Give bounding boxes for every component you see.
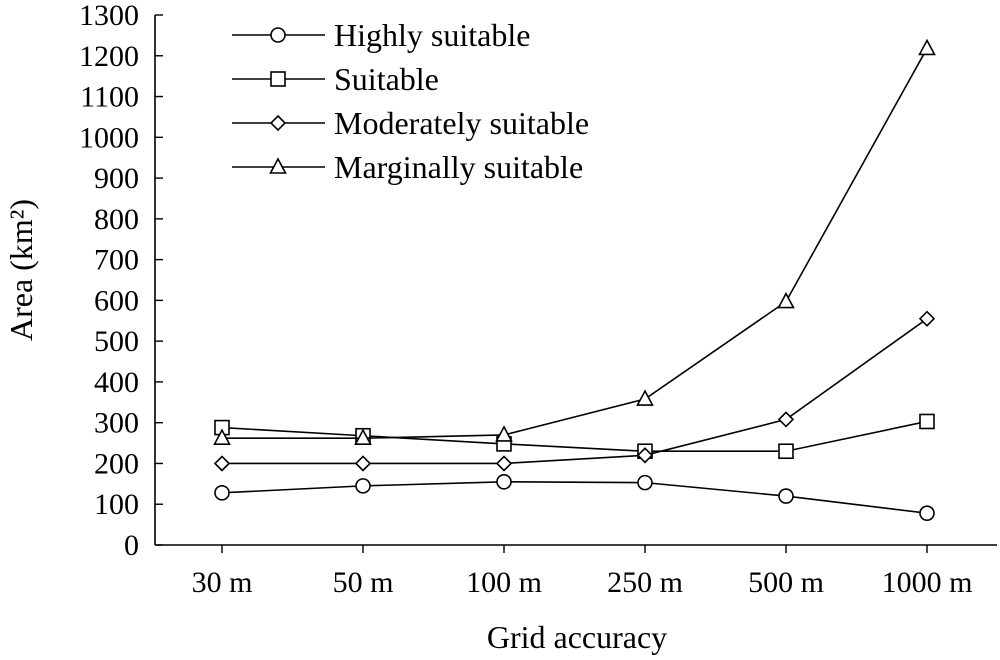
x-axis-title: Grid accuracy (487, 619, 667, 655)
series-line (222, 48, 928, 439)
data-point (495, 425, 513, 442)
y-tick-label: 1300 (79, 0, 139, 32)
legend-marker (270, 71, 286, 87)
legend-marker (270, 27, 286, 43)
x-tick-label: 500 m (748, 566, 824, 599)
data-point (636, 447, 654, 464)
series-lines (213, 38, 936, 522)
data-point (354, 455, 372, 472)
y-tick-label: 300 (94, 407, 139, 440)
data-point (778, 443, 794, 460)
legend-item: Marginally suitable (232, 149, 583, 185)
y-tick-label: 800 (94, 203, 139, 236)
data-point (354, 428, 372, 445)
y-axis-ticks: 0 100 200 300 400 500 600 700 800 900 1000 1100 1200… (79, 0, 163, 562)
legend-label: Moderately suitable (334, 105, 589, 141)
y-tick-label: 100 (94, 488, 139, 521)
series-square (214, 413, 935, 460)
x-tick-label: 50 m (333, 566, 394, 599)
data-point (777, 411, 795, 428)
y-tick-label: 1100 (80, 81, 139, 114)
legend-marker (269, 157, 287, 174)
legend-label: Marginally suitable (334, 149, 583, 185)
y-tick-label: 900 (94, 162, 139, 195)
y-tick-label: 700 (94, 244, 139, 277)
data-point (918, 310, 936, 327)
data-point (919, 413, 935, 430)
y-tick-label: 0 (124, 529, 139, 562)
legend-item: Moderately suitable (232, 105, 589, 141)
y-axis-title: Area (km²) (3, 199, 39, 341)
data-point (777, 291, 795, 309)
series-line (221, 420, 928, 453)
data-point (495, 455, 513, 472)
y-tick-label: 500 (94, 325, 139, 358)
data-point (637, 474, 653, 491)
series-line (222, 318, 928, 465)
y-tick-label: 1200 (79, 40, 139, 73)
legend-label: Highly suitable (334, 17, 530, 53)
data-point (213, 455, 231, 472)
x-tick-label: 30 m (192, 566, 253, 599)
y-tick-label: 1000 (79, 121, 139, 154)
series-diamond (213, 310, 936, 472)
data-point (918, 38, 936, 56)
series-line (221, 481, 928, 514)
x-tick-label: 1000 m (882, 566, 973, 599)
y-tick-label: 400 (94, 366, 139, 399)
data-point (355, 478, 371, 494)
data-point (496, 474, 512, 490)
x-tick-label: 250 m (607, 566, 683, 599)
y-tick-label: 200 (94, 447, 139, 480)
legend-marker (269, 114, 287, 132)
data-point (214, 485, 230, 501)
legend: Highly suitable Suitable Moderately suitab… (232, 17, 589, 185)
data-point (636, 389, 654, 406)
data-point (213, 428, 231, 445)
x-axis-ticks: 30 m 50 m 100 m 250 m 500 m 1000 m (192, 545, 973, 599)
legend-item: Suitable (232, 61, 439, 97)
legend-label: Suitable (334, 61, 439, 97)
x-tick-label: 100 m (466, 566, 542, 599)
data-point (919, 505, 935, 522)
legend-item: Highly suitable (232, 17, 530, 53)
series-triangle (213, 38, 936, 445)
data-point (778, 488, 794, 504)
y-tick-label: 600 (94, 284, 139, 317)
series-circle (214, 474, 935, 522)
